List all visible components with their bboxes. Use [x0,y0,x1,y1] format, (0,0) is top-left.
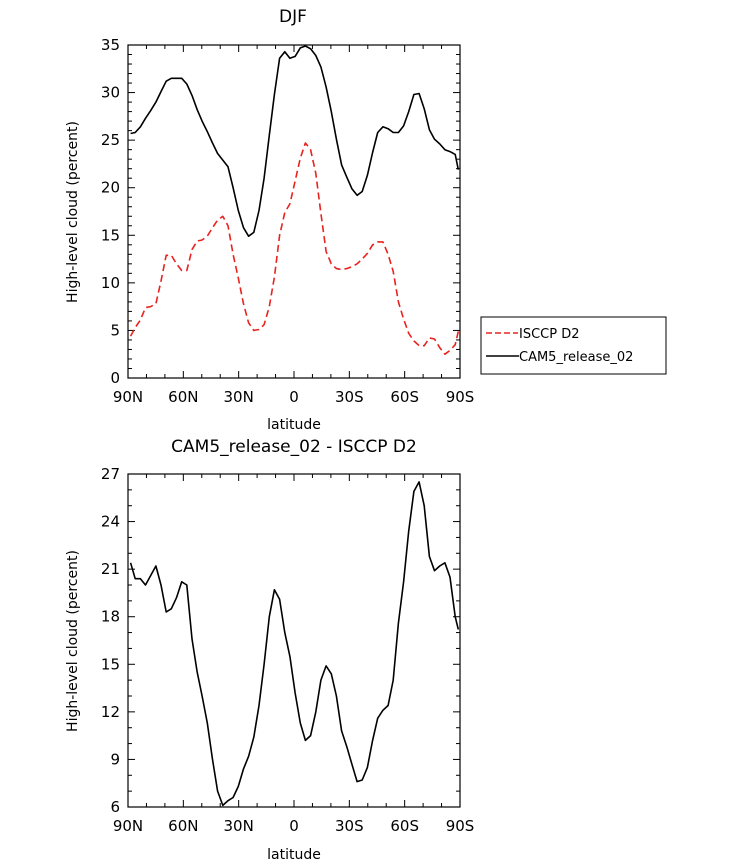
x-axis-label: latitude [267,417,321,433]
difference-panel: CAM5_release_02 - ISCCP D2 90N 60N 30N 0 30S… [65,437,474,863]
x-tick-label: 90S [446,817,475,835]
y-tick-label: 20 [101,179,120,197]
y-tick-label: 21 [101,560,120,578]
plot-title: CAM5_release_02 - ISCCP D2 [171,437,417,457]
y-tick-label: 9 [110,750,120,768]
y-axis-label: High-level cloud (percent) [65,550,81,732]
x-tick-label: 60N [168,388,198,406]
x-tick-label: 90N [113,388,143,406]
djf-panel: DJF 90N 60N 30N 0 30S 60S 90S 0 5 10 15 20 25 30 35 Hi… [65,7,474,433]
y-tick-label: 24 [101,513,120,531]
plot-area-frame [127,44,461,379]
x-tick-label: 0 [289,817,299,835]
y-tick-label: 12 [101,703,120,721]
y-tick-label: 15 [101,655,120,673]
x-tick-label: 60N [168,817,198,835]
y-tick-label: 5 [110,321,120,339]
axis-ticks: 90N 60N 30N 0 30S 60S 90S 0 5 10 15 20 25 30 35 [101,36,474,406]
series-line-cam5-release-02 [130,45,460,237]
x-tick-label: 60S [390,817,419,835]
y-tick-label: 10 [101,274,120,292]
axis-ticks: 90N 60N 30N 0 30S 60S 90S 6 9 12 15 18 21 24 27 [101,465,474,835]
y-tick-label: 35 [101,36,120,54]
series-line-difference [129,481,460,807]
x-tick-label: 30S [335,388,364,406]
y-tick-label: 25 [101,131,120,149]
series-layer [129,45,460,356]
y-tick-label: 15 [101,226,120,244]
x-tick-label: 90S [446,388,475,406]
series-line-isccp-d2 [129,142,460,356]
x-tick-label: 0 [289,388,299,406]
x-tick-label: 30S [335,817,364,835]
legend-label-isccp: ISCCP D2 [519,327,580,342]
y-tick-label: 6 [110,798,120,816]
y-tick-label: 27 [101,465,120,483]
x-tick-label: 30N [224,817,254,835]
x-tick-label: 60S [390,388,419,406]
plot-title: DJF [279,7,307,27]
y-axis-label: High-level cloud (percent) [65,121,81,303]
legend: ISCCP D2 CAM5_release_02 [480,316,667,375]
x-axis-label: latitude [267,847,321,863]
y-tick-label: 0 [110,369,120,387]
legend-label-cam5: CAM5_release_02 [519,350,633,365]
x-tick-label: 90N [113,817,143,835]
y-tick-label: 30 [101,84,120,102]
legend-box [480,316,667,375]
x-tick-label: 30N [224,388,254,406]
series-layer [129,481,460,807]
y-tick-label: 18 [101,608,120,626]
